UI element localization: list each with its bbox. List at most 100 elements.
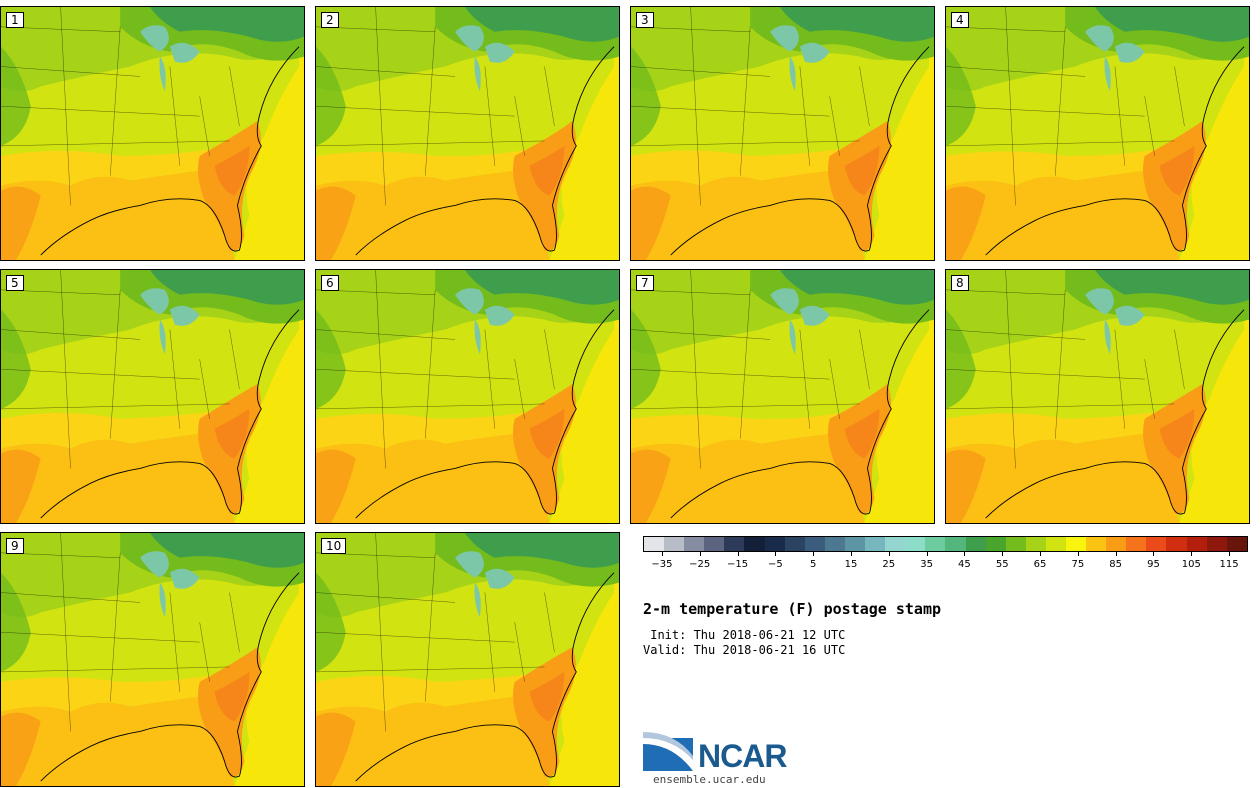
- colorbar-cell: [724, 537, 745, 551]
- tick-label: −35: [651, 559, 673, 570]
- temperature-map: [316, 7, 619, 260]
- tick-label: 115: [1219, 559, 1239, 570]
- member-number-label: 6: [321, 275, 339, 291]
- tick-mark: [1115, 552, 1117, 556]
- ncar-logo-text: NCAR: [698, 738, 787, 774]
- map-panel-10[interactable]: 10: [315, 532, 620, 787]
- tick-mark: [850, 552, 852, 556]
- colorbar-cell: [1005, 537, 1026, 551]
- tick-mark: [1077, 552, 1079, 556]
- init-time: Init: Thu 2018-06-21 12 UTC: [643, 628, 846, 642]
- colorbar-cell: [1086, 537, 1107, 551]
- tick-label: 85: [1109, 559, 1123, 570]
- colorbar-cell: [1166, 537, 1187, 551]
- colorbar-cell: [664, 537, 685, 551]
- map-panel-2[interactable]: 2: [315, 6, 620, 261]
- temperature-map: [316, 533, 619, 786]
- valid-time: Valid: Thu 2018-06-21 16 UTC: [643, 643, 846, 657]
- colorbar-cell: [945, 537, 966, 551]
- map-panel-7[interactable]: 7: [630, 269, 935, 524]
- temperature-map: [946, 7, 1249, 260]
- tick-label: 35: [920, 559, 933, 570]
- tick-label: 105: [1181, 559, 1201, 570]
- tick-label: 45: [958, 559, 971, 570]
- map-panel-3[interactable]: 3: [630, 6, 935, 261]
- member-number-label: 7: [636, 275, 654, 291]
- tick-mark: [1040, 552, 1042, 556]
- map-panel-9[interactable]: 9: [0, 532, 305, 787]
- colorbar-cell: [784, 537, 805, 551]
- tick-label: 95: [1147, 559, 1160, 570]
- map-panel-8[interactable]: 8: [945, 269, 1250, 524]
- tick-mark: [1153, 552, 1155, 556]
- colorbar-cell: [1186, 537, 1207, 551]
- map-panel-4[interactable]: 4: [945, 6, 1250, 261]
- colorbar-cell: [1206, 537, 1227, 551]
- tick-mark: [661, 552, 663, 556]
- colorbar-cell: [824, 537, 845, 551]
- tick-mark: [888, 552, 890, 556]
- colorbar-cell: [865, 537, 886, 551]
- colorbar-cell: [804, 537, 825, 551]
- colorbar-cell: [1106, 537, 1127, 551]
- colorbar-cell: [704, 537, 725, 551]
- temperature-colorbar: [643, 536, 1248, 552]
- tick-mark: [813, 552, 815, 556]
- colorbar-cell: [684, 537, 705, 551]
- colorbar-cell: [644, 537, 665, 551]
- colorbar-cell: [1126, 537, 1147, 551]
- tick-mark: [1229, 552, 1231, 556]
- member-number-label: 3: [636, 12, 654, 28]
- tick-mark: [964, 552, 966, 556]
- tick-label: 75: [1071, 559, 1085, 570]
- tick-label: 65: [1033, 559, 1047, 570]
- colorbar-cell: [1025, 537, 1046, 551]
- temperature-map: [631, 270, 934, 523]
- member-number-label: 1: [6, 12, 24, 28]
- tick-mark: [1191, 552, 1193, 556]
- tick-mark: [699, 552, 701, 556]
- colorbar-cell: [925, 537, 946, 551]
- colorbar-cell: [1226, 537, 1247, 551]
- colorbar-cell: [1146, 537, 1167, 551]
- tick-mark: [926, 552, 928, 556]
- temperature-map: [1, 533, 304, 786]
- tick-mark: [775, 552, 777, 556]
- ensemble-url: ensemble.ucar.edu: [653, 773, 766, 786]
- member-number-label: 8: [951, 275, 969, 291]
- colorbar-cell: [965, 537, 986, 551]
- member-number-label: 9: [6, 538, 24, 554]
- temperature-map: [631, 7, 934, 260]
- temperature-map: [946, 270, 1249, 523]
- temperature-map: [1, 7, 304, 260]
- tick-label: −5: [767, 559, 783, 570]
- colorbar-ticks: −35 −25 −15 −5 5 15 25 35 45 55 65 75 85 95 105 115: [643, 552, 1248, 574]
- tick-mark: [737, 552, 739, 556]
- map-panel-5[interactable]: 5: [0, 269, 305, 524]
- member-number-label: 5: [6, 275, 24, 291]
- member-number-label: 4: [951, 12, 969, 28]
- tick-label: 55: [995, 559, 1009, 570]
- temperature-map: [316, 270, 619, 523]
- map-panel-1[interactable]: 1: [0, 6, 305, 261]
- colorbar-cell: [1045, 537, 1066, 551]
- tick-label: −25: [689, 559, 711, 570]
- map-panel-6[interactable]: 6: [315, 269, 620, 524]
- colorbar-cell: [985, 537, 1006, 551]
- colorbar-cell: [764, 537, 785, 551]
- colorbar-cell: [1065, 537, 1087, 551]
- colorbar-cell: [885, 537, 906, 551]
- colorbar-cell: [905, 537, 926, 551]
- tick-mark: [1002, 552, 1004, 556]
- tick-label: −15: [726, 559, 749, 570]
- colorbar-cell: [744, 537, 765, 551]
- tick-label: 15: [844, 559, 858, 570]
- member-number-label: 10: [321, 538, 347, 554]
- member-number-label: 2: [321, 12, 339, 28]
- chart-title: 2-m temperature (F) postage stamp: [643, 600, 942, 618]
- colorbar-cell: [844, 537, 866, 551]
- tick-label: 25: [882, 559, 896, 570]
- tick-label: 5: [809, 559, 817, 570]
- ncar-logo-icon: [643, 732, 693, 771]
- temperature-map: [1, 270, 304, 523]
